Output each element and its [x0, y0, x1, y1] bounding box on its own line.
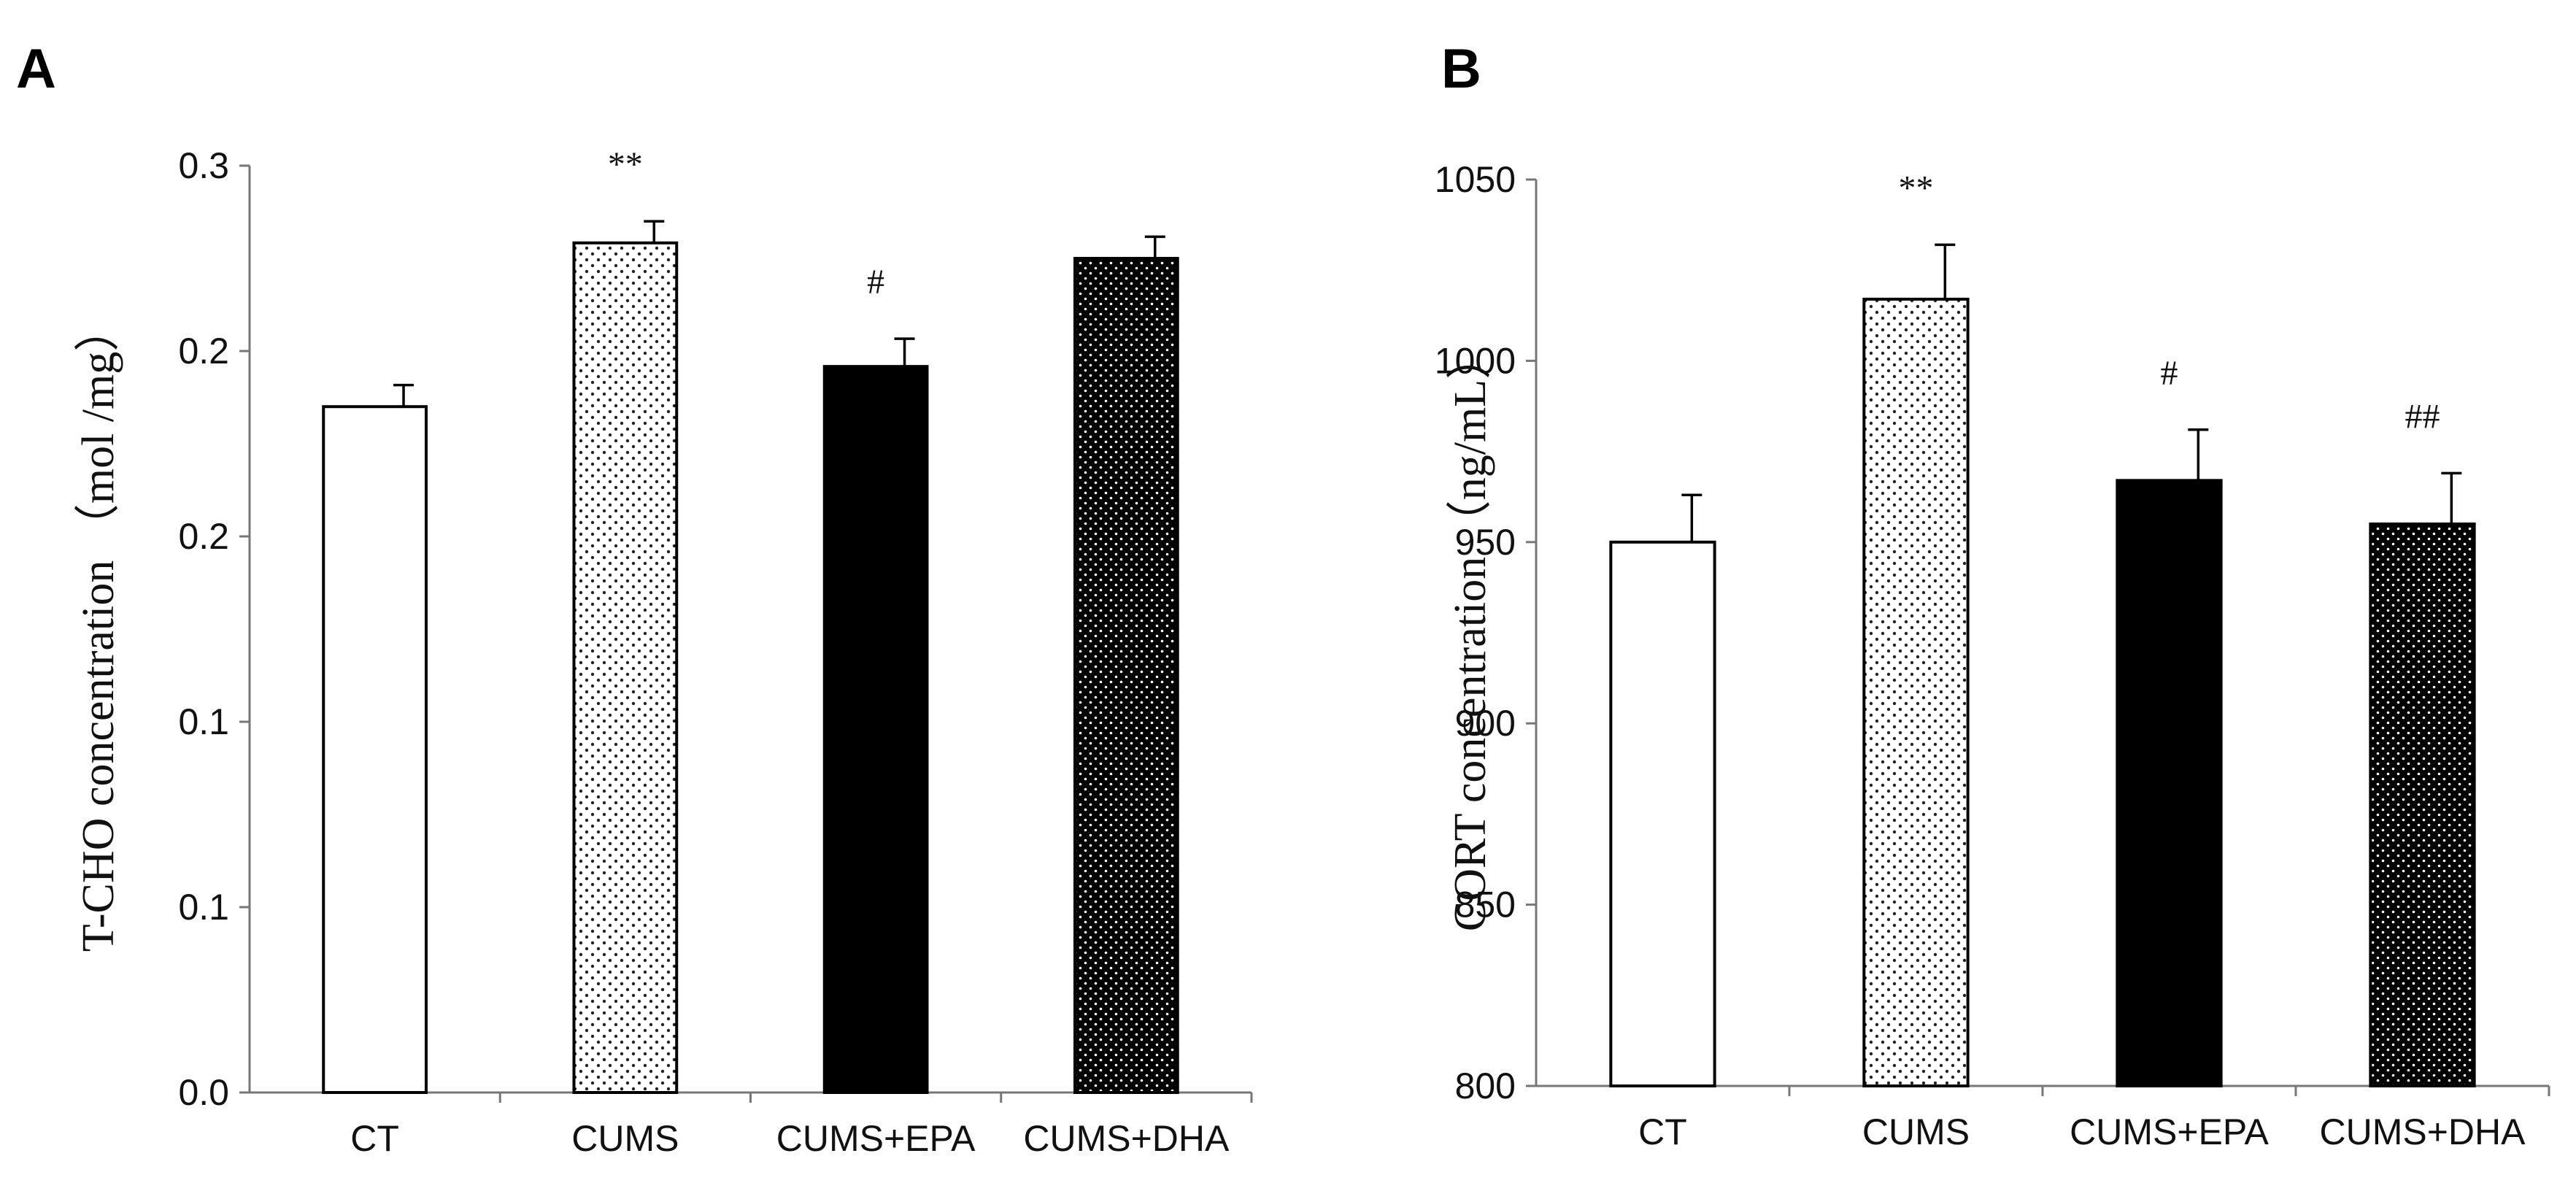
y-tick-label: 0.3 — [178, 145, 229, 186]
bar-ct — [1609, 540, 1716, 1087]
x-category-label: CUMS — [1862, 1111, 1970, 1152]
y-tick-label: 800 — [1455, 1066, 1516, 1106]
y-tick-label: 0.1 — [178, 887, 229, 928]
bar-cums — [1862, 297, 1970, 1088]
y-tick-label: 0.2 — [178, 516, 229, 557]
chart-panel-a: A 0.0 0.1 0.1 0.2 0.2 0.3 T-CHO concentration （… — [16, 38, 1253, 1159]
x-category-label: CUMS+EPA — [2070, 1111, 2269, 1152]
y-tick-label: 0.2 — [178, 331, 229, 371]
x-category-label: CT — [1638, 1111, 1687, 1152]
significance-annotation: # — [867, 263, 884, 301]
bar-ct — [322, 405, 428, 1094]
chart-panel-b: B 800 850 900 950 1000 1050 CORT concentration … — [1435, 38, 2550, 1152]
bar-cums-epa — [822, 365, 929, 1094]
y-tick-label: 1050 — [1435, 159, 1516, 200]
bar-cums-dha — [2369, 522, 2476, 1087]
y-axis-title: T-CHO concentration （mol /mg） — [74, 307, 123, 952]
significance-annotation: ** — [1899, 169, 1934, 207]
x-category-label: CUMS+EPA — [776, 1118, 976, 1159]
x-category-label: CUMS+DHA — [1023, 1118, 1230, 1159]
y-tick-label: 0.1 — [178, 701, 229, 742]
significance-annotation: ** — [608, 145, 643, 184]
x-category-label: CT — [350, 1118, 399, 1159]
panel-label: B — [1441, 38, 1481, 100]
x-category-label: CUMS+DHA — [2320, 1111, 2526, 1152]
bar-cums-dha — [1073, 257, 1179, 1094]
y-tick-label: 850 — [1455, 885, 1516, 925]
y-tick-label: 1000 — [1435, 340, 1516, 381]
y-tick-label: 0.0 — [178, 1072, 229, 1113]
bar-cums — [572, 241, 679, 1094]
bar-cums-epa — [2116, 479, 2223, 1087]
y-tick-label: 900 — [1455, 703, 1516, 744]
significance-annotation: ## — [2405, 397, 2440, 436]
y-axis-title: CORT concentration （ng/mL） — [1446, 334, 1495, 931]
x-category-label: CUMS — [571, 1118, 679, 1159]
y-tick-label: 950 — [1455, 522, 1516, 563]
significance-annotation: # — [2161, 354, 2178, 393]
panel-label: A — [16, 38, 56, 100]
